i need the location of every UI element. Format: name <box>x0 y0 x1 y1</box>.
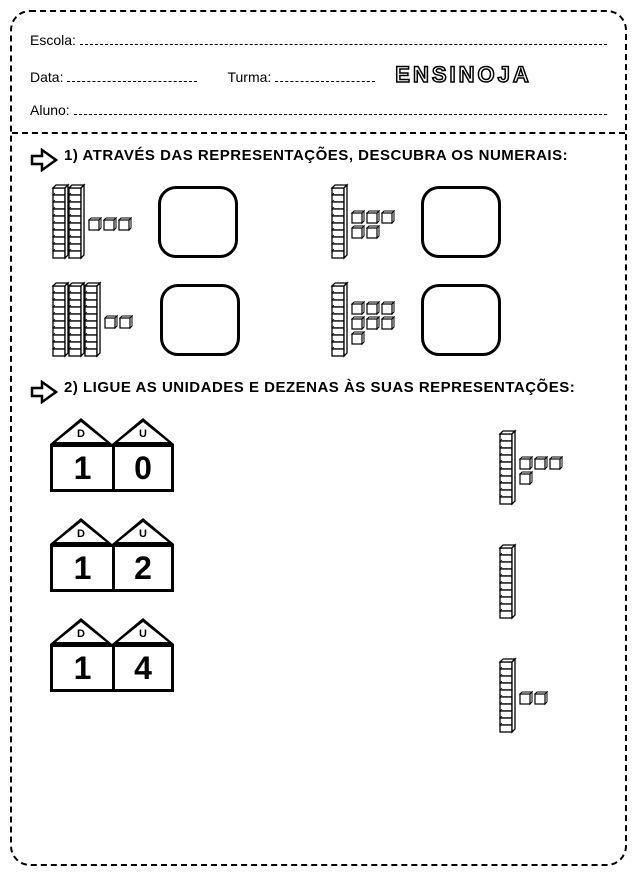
data-fill[interactable] <box>67 70 197 82</box>
reps-column <box>497 418 577 736</box>
units-digit: 2 <box>112 544 174 592</box>
units-digit: 0 <box>112 444 174 492</box>
brand-logo: ENSINOJA <box>395 62 531 88</box>
data-label: Data: <box>30 69 63 85</box>
answer-box[interactable] <box>158 186 238 258</box>
tens-digit: 1 <box>50 544 112 592</box>
base-ten-blocks <box>50 280 148 360</box>
base-ten-blocks <box>329 182 409 262</box>
date-row: Data: Turma: ENSINOJA <box>30 62 607 88</box>
q1-text: 1) ATRAVÉS DAS REPRESENTAÇÕES, DESCUBRA … <box>64 146 568 166</box>
place-value-house: D 1 U 2 <box>50 518 174 592</box>
place-value-house: D 1 U 0 <box>50 418 174 492</box>
tens-digit: 1 <box>50 444 112 492</box>
aluno-row: Aluno: <box>30 102 607 118</box>
base-ten-blocks <box>497 542 549 622</box>
answer-box[interactable] <box>160 284 240 356</box>
arrow-icon <box>30 148 58 172</box>
answer-box[interactable] <box>421 284 501 356</box>
base-ten-blocks <box>329 280 409 360</box>
tens-digit: 1 <box>50 644 112 692</box>
question-1: 1) ATRAVÉS DAS REPRESENTAÇÕES, DESCUBRA … <box>30 146 607 172</box>
q1-item <box>50 280 319 360</box>
school-row: Escola: <box>30 32 607 48</box>
q1-item <box>329 182 598 262</box>
turma-label: Turma: <box>227 69 271 85</box>
q1-item <box>329 280 598 360</box>
escola-fill[interactable] <box>80 33 607 45</box>
place-value-house: D 1 U 4 <box>50 618 174 692</box>
base-ten-blocks <box>50 182 146 262</box>
answer-box[interactable] <box>421 186 501 258</box>
q2-text: 2) LIGUE AS UNIDADES E DEZENAS ÀS SUAS R… <box>64 378 575 398</box>
arrow-icon <box>30 380 58 404</box>
aluno-label: Aluno: <box>30 102 70 118</box>
header-divider <box>12 132 625 134</box>
escola-label: Escola: <box>30 32 76 48</box>
question-2: 2) LIGUE AS UNIDADES E DEZENAS ÀS SUAS R… <box>30 378 607 404</box>
q2-match-area: D 1 U 0 D 1 U 2 D 1 U 4 <box>50 418 577 736</box>
worksheet-page: Escola: Data: Turma: ENSINOJA Aluno: 1) … <box>10 10 627 866</box>
base-ten-blocks <box>497 428 577 508</box>
q1-blocks-area <box>50 182 597 360</box>
aluno-fill[interactable] <box>74 103 607 115</box>
turma-fill[interactable] <box>275 70 375 82</box>
houses-column: D 1 U 0 D 1 U 2 D 1 U 4 <box>50 418 174 736</box>
q1-item <box>50 182 319 262</box>
base-ten-blocks <box>497 656 563 736</box>
units-digit: 4 <box>112 644 174 692</box>
